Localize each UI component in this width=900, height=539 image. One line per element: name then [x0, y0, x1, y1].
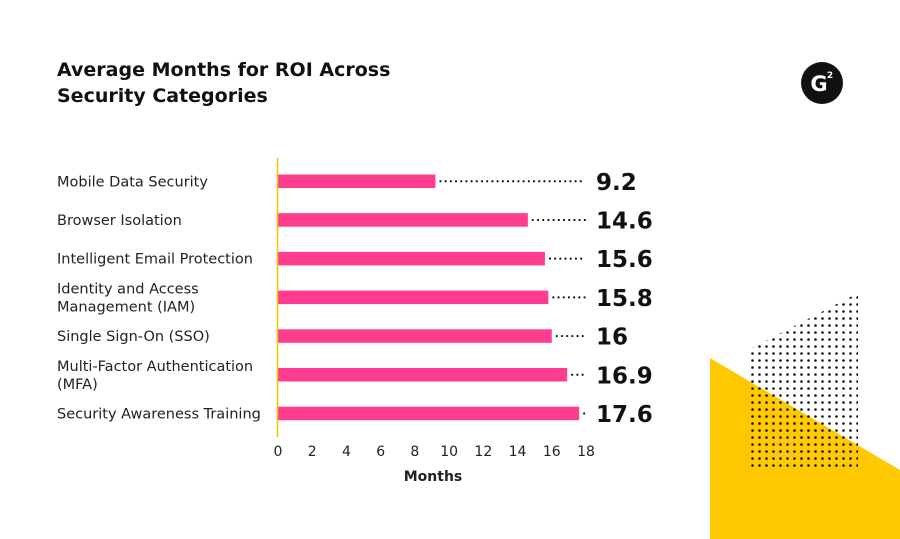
category-label-line: (MFA): [57, 377, 98, 393]
value-label: 9.2: [596, 170, 637, 196]
chart-title-line-1: Average Months for ROI Across: [57, 59, 390, 81]
chart-title-line-2: Security Categories: [57, 85, 268, 107]
value-label: 17.6: [596, 402, 653, 428]
bar: [278, 368, 568, 382]
category-label-line: Single Sign-On (SSO): [57, 329, 210, 345]
x-tick-labels: 0 2 4 6 8 10 12 14 16 18: [274, 444, 595, 460]
category-label: Security Awareness Training: [57, 406, 261, 422]
category-labels: Mobile Data Security Browser Isolation Int…: [57, 174, 261, 422]
bar: [278, 290, 549, 305]
category-label: Single Sign-On (SSO): [57, 329, 210, 345]
value-label: 14.6: [596, 208, 653, 234]
category-label: Intelligent Email Protection: [57, 252, 253, 268]
x-tick-label: 4: [342, 444, 351, 460]
x-tick-label: 18: [577, 444, 595, 460]
chart-title: Average Months for ROI Across Security C…: [57, 59, 397, 107]
category-label-line: Browser Isolation: [57, 213, 182, 229]
category-label-line: Mobile Data Security: [57, 174, 208, 190]
value-label: 16.9: [596, 363, 653, 389]
bar: [278, 406, 580, 421]
x-tick-label: 12: [474, 444, 492, 460]
value-label: 15.6: [596, 247, 653, 273]
value-labels: 9.2 14.6 15.6 15.8 16 16.9 17.6: [596, 170, 653, 428]
x-tick-label: 2: [308, 444, 317, 460]
g2-logo-letter: G: [810, 72, 827, 96]
bar: [278, 251, 545, 266]
x-tick-label: 14: [509, 444, 527, 460]
x-tick-label: 10: [440, 444, 458, 460]
leader-lines: [439, 180, 588, 415]
category-label-line: Multi-Factor Authentication: [57, 359, 253, 375]
category-label-line: Identity and Access: [57, 281, 199, 297]
bar: [278, 329, 552, 343]
category-label-line: Intelligent Email Protection: [57, 252, 253, 268]
category-label: Multi-Factor Authentication (MFA): [57, 359, 253, 393]
x-tick-label: 16: [543, 444, 561, 460]
category-label-line: Security Awareness Training: [57, 406, 261, 422]
value-label: 16: [596, 325, 628, 351]
category-label: Browser Isolation: [57, 213, 182, 229]
value-label: 15.8: [596, 286, 653, 312]
dot-pattern-decoration: [750, 293, 858, 470]
g2-logo: G 2: [801, 62, 843, 104]
g2-logo-circle: [801, 62, 843, 104]
bar: [278, 174, 436, 188]
x-tick-label: 8: [410, 444, 419, 460]
category-label-line: Management (IAM): [57, 299, 195, 315]
x-tick-label: 0: [274, 444, 283, 460]
bars: [278, 174, 580, 421]
g2-logo-superscript: 2: [827, 71, 833, 81]
category-label: Mobile Data Security: [57, 174, 208, 190]
x-tick-label: 6: [376, 444, 385, 460]
x-axis-title: Months: [404, 469, 463, 485]
bar: [278, 213, 528, 227]
category-label: Identity and Access Management (IAM): [57, 281, 199, 315]
